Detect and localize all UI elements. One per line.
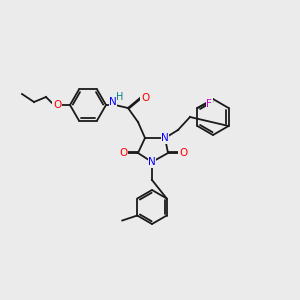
Text: N: N [148,157,156,167]
Text: N: N [109,97,117,107]
Text: F: F [206,99,212,109]
Text: O: O [141,93,149,103]
Text: O: O [119,148,127,158]
Text: O: O [179,148,187,158]
Text: O: O [53,100,61,110]
Text: N: N [161,133,169,143]
Text: H: H [116,92,124,102]
